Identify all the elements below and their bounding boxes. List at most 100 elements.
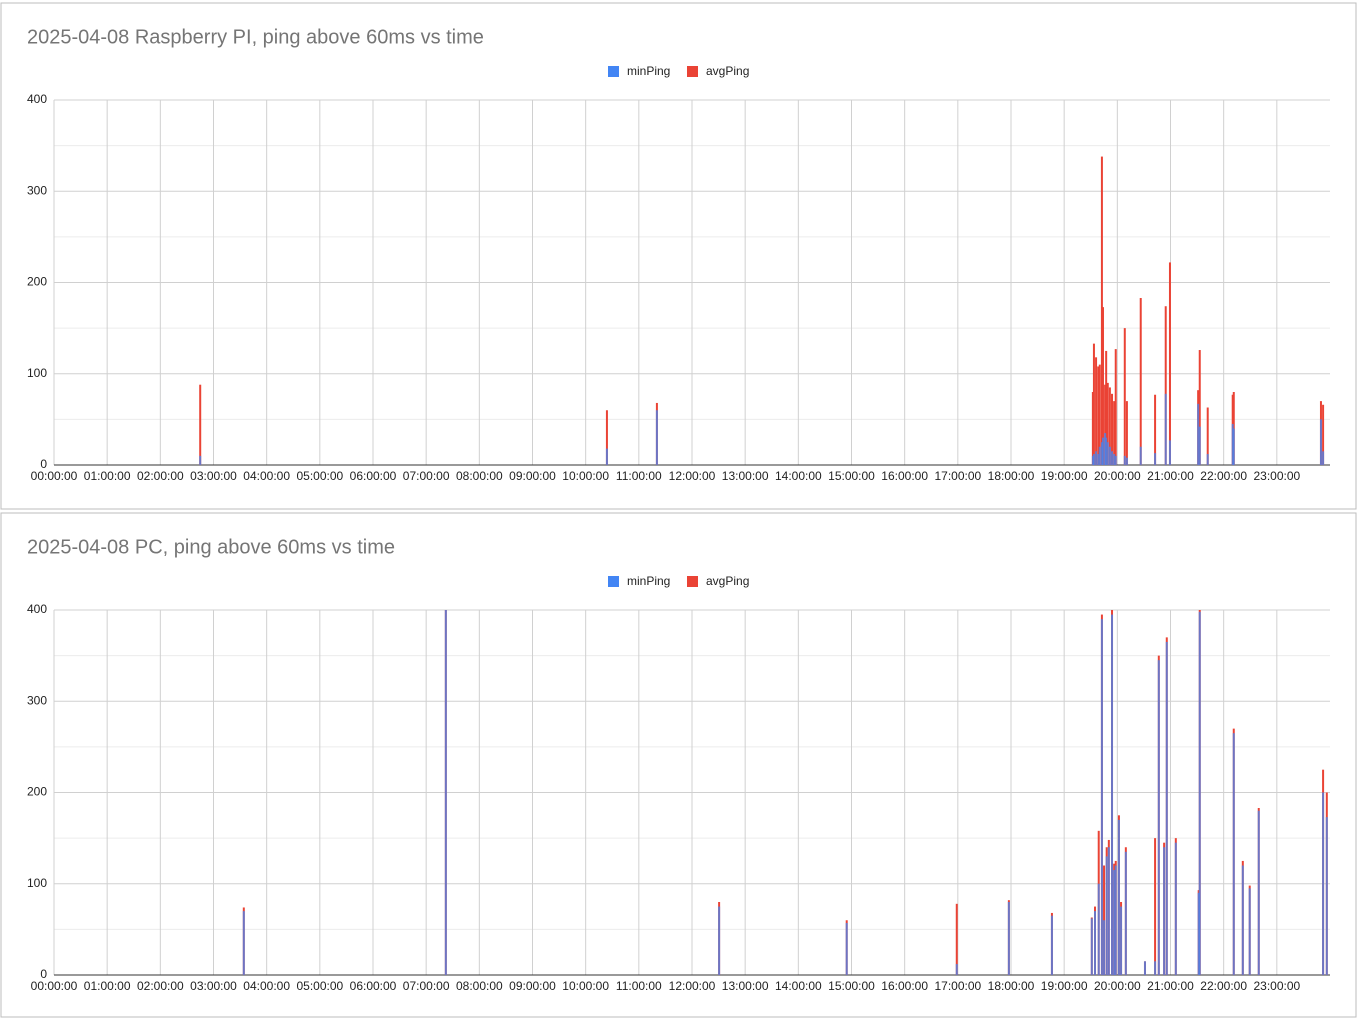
bar bbox=[1111, 451, 1114, 465]
chart-title: 2025-04-08 Raspberry PI, ping above 60ms… bbox=[27, 26, 484, 48]
bar bbox=[199, 384, 202, 465]
bar bbox=[605, 410, 608, 465]
bar bbox=[955, 964, 958, 975]
x-tick-label: 06:00:00 bbox=[350, 979, 397, 993]
bar bbox=[1104, 433, 1107, 465]
x-tick-label: 18:00:00 bbox=[988, 979, 1035, 993]
bar bbox=[1197, 892, 1200, 975]
bar bbox=[845, 922, 848, 975]
bar bbox=[1322, 451, 1325, 465]
bar bbox=[1097, 454, 1100, 465]
bar bbox=[1248, 888, 1251, 975]
bar bbox=[1007, 902, 1010, 975]
bar bbox=[1108, 446, 1111, 465]
x-tick-label: 01:00:00 bbox=[84, 979, 131, 993]
legend-label: avgPing bbox=[706, 64, 749, 78]
x-tick-label: 08:00:00 bbox=[456, 469, 503, 483]
y-tick-label: 200 bbox=[27, 785, 47, 799]
x-tick-label: 04:00:00 bbox=[243, 469, 290, 483]
legend-label: minPing bbox=[627, 574, 670, 588]
x-tick-label: 15:00:00 bbox=[828, 979, 875, 993]
bar bbox=[1101, 307, 1104, 465]
bar bbox=[1232, 733, 1235, 975]
bar bbox=[1098, 446, 1101, 465]
bar bbox=[1100, 442, 1103, 465]
bar bbox=[1106, 442, 1109, 465]
bar bbox=[444, 610, 447, 975]
x-tick-label: 20:00:00 bbox=[1094, 979, 1141, 993]
bar bbox=[1164, 393, 1167, 465]
legend-swatch bbox=[608, 66, 619, 77]
bar bbox=[1198, 611, 1201, 975]
bar bbox=[1120, 906, 1123, 975]
bar bbox=[1108, 387, 1111, 465]
bar bbox=[1101, 437, 1104, 465]
bar bbox=[1107, 847, 1110, 975]
bar bbox=[1123, 328, 1126, 465]
x-tick-label: 03:00:00 bbox=[190, 979, 237, 993]
bar bbox=[1104, 384, 1107, 465]
x-tick-label: 10:00:00 bbox=[562, 469, 609, 483]
y-tick-label: 400 bbox=[27, 92, 47, 106]
bar bbox=[1100, 619, 1103, 975]
bar bbox=[1322, 404, 1325, 465]
x-tick-label: 02:00:00 bbox=[137, 979, 184, 993]
y-tick-label: 200 bbox=[27, 275, 47, 289]
bar bbox=[1092, 343, 1095, 465]
bar bbox=[1050, 915, 1053, 975]
bar bbox=[1154, 394, 1157, 465]
bar bbox=[1103, 920, 1106, 975]
bar bbox=[1125, 401, 1128, 465]
bar bbox=[1319, 419, 1322, 465]
bar bbox=[1123, 455, 1126, 465]
x-tick-label: 10:00:00 bbox=[562, 979, 609, 993]
bar bbox=[1139, 446, 1142, 465]
bar bbox=[1257, 810, 1260, 975]
bar bbox=[1092, 454, 1095, 465]
bar bbox=[1090, 918, 1093, 975]
x-tick-label: 12:00:00 bbox=[669, 979, 716, 993]
x-tick-label: 17:00:00 bbox=[934, 469, 981, 483]
chart-title: 2025-04-08 PC, ping above 60ms vs time bbox=[27, 536, 395, 558]
x-tick-label: 05:00:00 bbox=[296, 469, 343, 483]
x-tick-label: 00:00:00 bbox=[31, 469, 78, 483]
bar bbox=[1105, 856, 1108, 975]
y-tick-label: 300 bbox=[27, 693, 47, 707]
bar bbox=[1114, 455, 1117, 465]
bar bbox=[1198, 350, 1201, 465]
bar bbox=[1241, 865, 1244, 975]
bar bbox=[1113, 454, 1116, 465]
bar bbox=[1143, 961, 1146, 975]
bar bbox=[1157, 660, 1160, 975]
x-tick-label: 13:00:00 bbox=[722, 979, 769, 993]
y-tick-label: 0 bbox=[40, 967, 47, 981]
y-tick-label: 100 bbox=[27, 876, 47, 890]
bar bbox=[1174, 842, 1177, 975]
y-tick-label: 100 bbox=[27, 366, 47, 380]
x-tick-label: 17:00:00 bbox=[934, 979, 981, 993]
x-tick-label: 09:00:00 bbox=[509, 979, 556, 993]
y-tick-label: 400 bbox=[27, 602, 47, 616]
bar bbox=[1091, 392, 1094, 465]
x-tick-label: 02:00:00 bbox=[137, 469, 184, 483]
legend-label: avgPing bbox=[706, 574, 749, 588]
legend-swatch bbox=[687, 66, 698, 77]
bar bbox=[199, 455, 202, 465]
x-tick-label: 18:00:00 bbox=[988, 469, 1035, 483]
bar bbox=[1206, 407, 1209, 465]
bar bbox=[655, 410, 658, 465]
bar bbox=[1114, 349, 1117, 465]
x-tick-label: 01:00:00 bbox=[84, 469, 131, 483]
bar bbox=[1165, 641, 1168, 975]
x-tick-label: 07:00:00 bbox=[403, 979, 450, 993]
bar bbox=[242, 911, 245, 975]
x-tick-label: 14:00:00 bbox=[775, 979, 822, 993]
bar bbox=[1114, 865, 1117, 975]
x-tick-label: 21:00:00 bbox=[1147, 979, 1194, 993]
x-tick-label: 00:00:00 bbox=[31, 979, 78, 993]
x-tick-label: 05:00:00 bbox=[296, 979, 343, 993]
x-tick-label: 23:00:00 bbox=[1253, 469, 1300, 483]
x-tick-label: 22:00:00 bbox=[1200, 469, 1247, 483]
bar bbox=[1097, 883, 1100, 975]
x-tick-label: 16:00:00 bbox=[881, 469, 928, 483]
